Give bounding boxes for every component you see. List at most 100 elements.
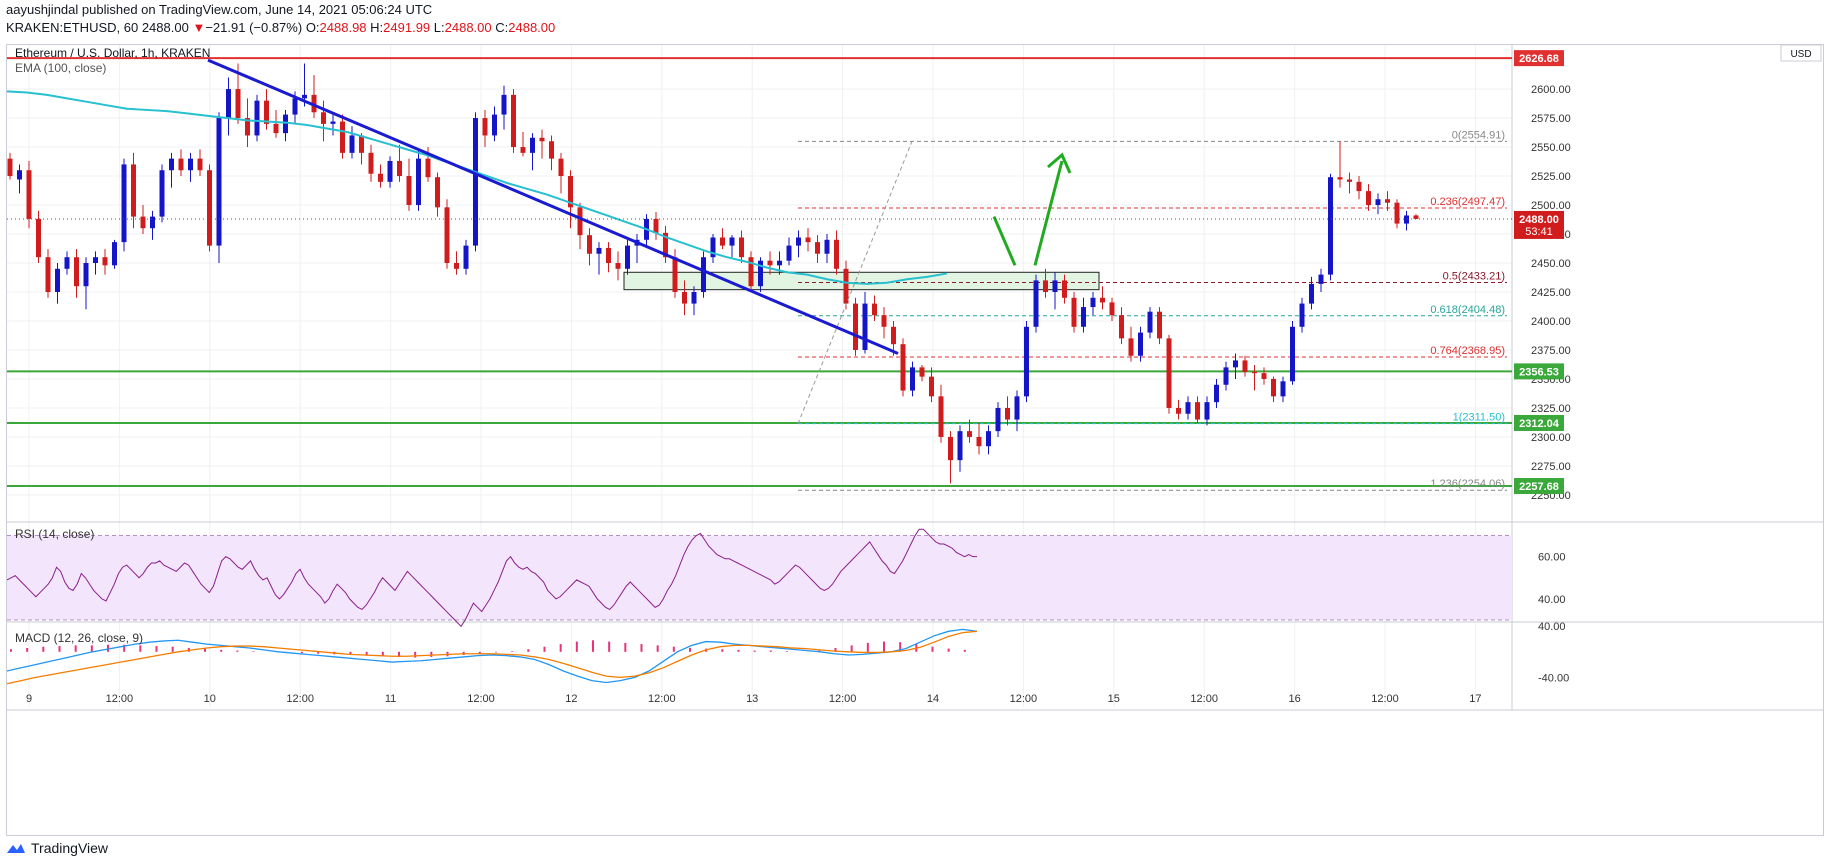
level-price-tag (1514, 363, 1564, 380)
x-tick-label: 15 (1108, 693, 1120, 705)
fib-trend-line (797, 141, 913, 424)
x-tick-label: 12:00 (1371, 693, 1399, 705)
low-label: L: (433, 20, 445, 35)
candle-body (1043, 280, 1048, 292)
candle-body (425, 158, 431, 178)
x-tick-label: 12:00 (1190, 693, 1218, 705)
publisher-text: aayushjindal published on TradingView.co… (6, 2, 433, 17)
candle-body (55, 268, 60, 292)
level-price-label: 2626.68 (1519, 53, 1559, 65)
candle-body (321, 112, 326, 124)
candle-body (1337, 177, 1343, 180)
candle-body (558, 158, 564, 177)
level-price-tag (1514, 478, 1564, 495)
ema-100-line (6, 90, 948, 285)
chart-frame[interactable]: 9 12:00 10 12:00 11 12:00 12 12:00 13 12:00 14 12:0… (6, 44, 1824, 836)
y-tick-label: 2425.00 (1531, 287, 1571, 299)
countdown-label: 53:41 (1525, 226, 1553, 238)
candle-body (843, 268, 849, 304)
candle-body (929, 376, 934, 397)
candle-body (36, 218, 41, 258)
rsi-tick-label: 60.00 (1538, 552, 1566, 564)
open-label: O: (305, 20, 320, 35)
y-tick-label: 2325.00 (1531, 403, 1571, 415)
candle-body (406, 176, 412, 206)
candle-body (188, 158, 193, 171)
currency-badge[interactable]: USD (1780, 44, 1822, 62)
price-change: −21.91 (−0.87%) (205, 20, 303, 35)
candle-body (368, 152, 374, 174)
candle-body (967, 431, 972, 437)
y-tick-label: 2525.00 (1531, 171, 1571, 183)
candle-body (1280, 381, 1286, 397)
footer-brand[interactable]: TradingView (6, 840, 108, 856)
candle-body (549, 141, 554, 159)
ohlc-header: KRAKEN:ETHUSD, 60 2488.00 ▼−21.91 (−0.87… (6, 20, 555, 35)
candle-body (1375, 199, 1381, 206)
candle-body (976, 436, 982, 447)
candle-body (1261, 373, 1267, 379)
currency-label: USD (1790, 49, 1811, 60)
price-chart[interactable]: 9 12:00 10 12:00 11 12:00 12 12:00 13 12:00 14 12:0… (6, 44, 1823, 835)
candle-body (1413, 215, 1419, 219)
candle-body (292, 98, 298, 115)
candle-body (150, 216, 155, 229)
candle-body (463, 245, 469, 269)
candle-body (701, 257, 706, 292)
candle-body (1062, 280, 1067, 298)
high-value: 2491.99 (383, 20, 431, 35)
candle-body (691, 291, 697, 304)
candle-body (226, 89, 231, 119)
candle-body (1166, 338, 1172, 408)
y-tick-label: 2550.00 (1531, 142, 1571, 154)
candle-body (1404, 215, 1409, 224)
level-price-label: 2356.53 (1519, 366, 1559, 378)
close-label: C: (495, 20, 509, 35)
y-tick-label: 2400.00 (1531, 316, 1571, 328)
high-label: H: (370, 20, 384, 35)
y-tick-label: 2300.00 (1531, 432, 1571, 444)
forecast-arrowhead-icon (1047, 152, 1072, 174)
symbol: KRAKEN:ETHUSD, 60 (6, 20, 139, 35)
candle-body (900, 344, 906, 391)
candle-body (1366, 191, 1371, 206)
candle-body (216, 118, 222, 246)
candle-body (112, 242, 117, 266)
candle-body (710, 237, 716, 258)
candle-body (910, 367, 915, 391)
candle-body (1081, 307, 1086, 327)
candle-body (596, 247, 602, 254)
x-tick-label: 11 (385, 693, 396, 705)
candle-body (1100, 297, 1105, 303)
candle-body (568, 176, 573, 208)
candle-body (1356, 181, 1362, 192)
x-tick-label: 9 (26, 693, 32, 705)
candle-body (748, 257, 754, 287)
candle-body (1223, 367, 1229, 385)
macd-line (6, 628, 978, 684)
x-tick-label: 12:00 (467, 693, 495, 705)
candle-body (530, 137, 535, 153)
level-price-label: 2257.68 (1519, 481, 1559, 493)
candle-body (1147, 311, 1153, 333)
macd-tick-label: 40.00 (1538, 621, 1566, 633)
candle-body (340, 121, 345, 153)
x-tick-label: 12:00 (829, 693, 857, 705)
candle-body (102, 257, 108, 266)
fib-level-label: 0.236(2497.47) (1430, 196, 1505, 208)
macd-legend: MACD (12, 26, close, 9) (15, 631, 143, 645)
candle-body (881, 315, 887, 327)
candle-body (273, 123, 279, 134)
fib-level-label: 1(2311.50) (1453, 412, 1505, 424)
macd-signal-line (6, 630, 978, 685)
candle-body (1385, 199, 1390, 203)
y-tick-label: 2600.00 (1531, 84, 1571, 96)
publish-info: aayushjindal published on TradingView.co… (6, 2, 432, 17)
chart-layers: 9 12:00 10 12:00 11 12:00 12 12:00 13 12:00 14 12:0… (6, 45, 1823, 711)
candle-body (729, 237, 735, 246)
candle-body (1252, 372, 1257, 374)
y-tick-label: 2450.00 (1531, 258, 1571, 270)
x-tick-label: 13 (746, 693, 758, 705)
candle-body (653, 218, 659, 233)
candle-body (834, 239, 839, 269)
